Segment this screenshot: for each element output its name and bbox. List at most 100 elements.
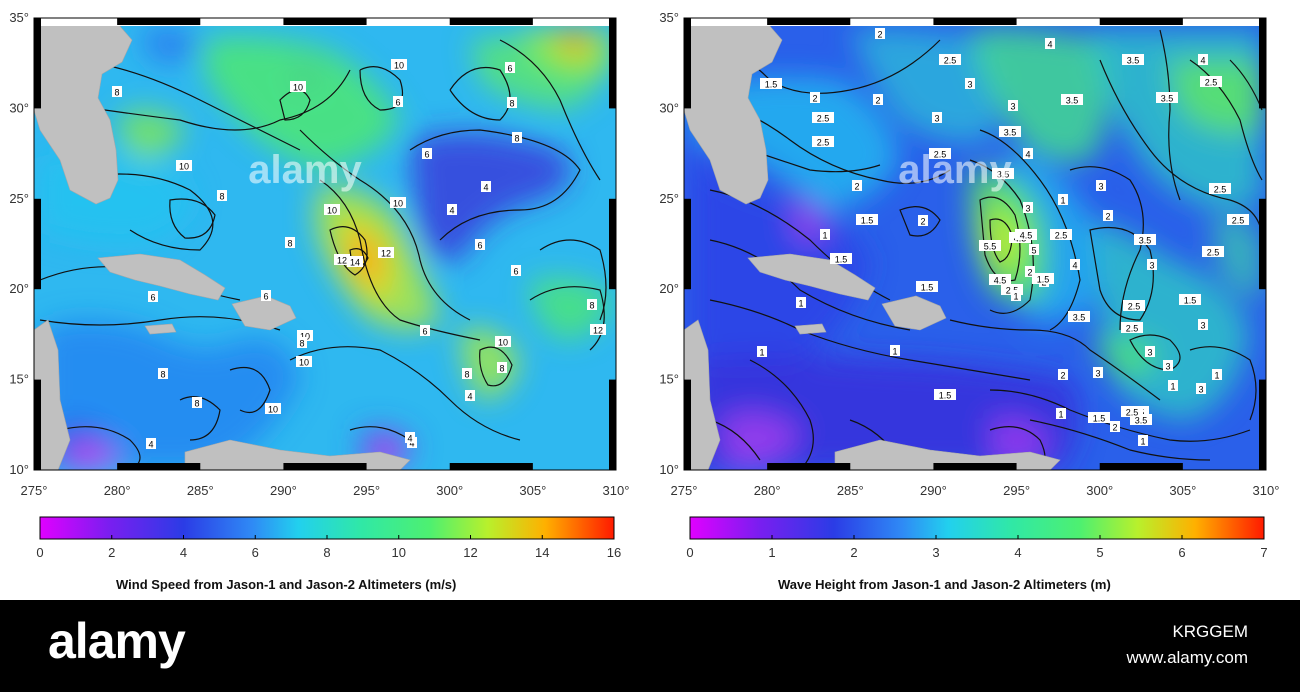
wave-contour-label-bg: [1093, 367, 1103, 378]
wave-contour-label: 3.5: [1161, 94, 1174, 104]
wave-contour-label-bg: [1200, 76, 1222, 87]
wind-contour-label-bg: [462, 368, 472, 379]
wind-contour-label: 12: [381, 249, 391, 259]
wind-contour-label: 6: [263, 292, 268, 302]
wave-contour-label: 3: [1165, 362, 1170, 372]
wave-contour-label-bg: [1202, 246, 1224, 257]
wind-colorbar-tick-label: 16: [607, 545, 621, 560]
wind-field-region: [40, 320, 300, 470]
wave-contour-label-bg: [1011, 290, 1021, 301]
wind-contour-label-bg: [495, 336, 511, 347]
wave-contour-label: 5.5: [984, 242, 997, 252]
wave-contour-label-bg: [979, 240, 1001, 251]
wave-contour-label-bg: [812, 136, 834, 147]
wave-contour-label-bg: [1130, 414, 1152, 425]
wave-contour-label: 4: [1072, 261, 1077, 271]
wind-contour-label: 10: [393, 199, 403, 209]
wave-contour-label: 1.5: [939, 391, 952, 401]
wave-field-region: [970, 28, 1108, 163]
wind-field-region: [68, 442, 120, 470]
wave-contour-label: 3: [1010, 102, 1015, 112]
wave-contour-label: 3.5: [1135, 416, 1148, 426]
wave-contour-line: [949, 319, 1161, 401]
wave-frame-bar-bottom: [767, 463, 851, 470]
wind-contour-label-bg: [296, 356, 312, 367]
wind-contour-line: [169, 198, 216, 239]
wave-contour-line: [1069, 166, 1144, 331]
wave-contour-label-bg: [1001, 284, 1023, 295]
wind-contour-label-bg: [481, 181, 491, 192]
wave-frame-bar-top: [933, 18, 1017, 25]
wave-contour-label-bg: [1025, 266, 1035, 277]
wave-contour-label: 2: [854, 182, 859, 192]
wave-landmass: [684, 319, 721, 470]
wave-colorbar-tick-label: 3: [932, 545, 939, 560]
wave-contour-label-bg: [1096, 180, 1106, 191]
wind-frame-bar-top: [449, 18, 533, 25]
wind-watermark: alamy: [248, 148, 362, 192]
wave-contour-label-bg: [1209, 183, 1231, 194]
wind-contour-label-bg: [290, 81, 306, 92]
wave-contour-label: 2.5: [1055, 231, 1068, 241]
wind-contour-label: 10: [268, 405, 278, 415]
wave-colorbar-tick-label: 5: [1096, 545, 1103, 560]
wave-watermark: alamy: [898, 148, 1012, 192]
wave-contour-label-bg: [760, 78, 782, 89]
wind-contour-label: 10: [327, 206, 337, 216]
wind-contour-label-bg: [285, 237, 295, 248]
wave-contour-label-bg: [820, 229, 830, 240]
wave-colorbar-tick-label: 7: [1260, 545, 1267, 560]
wind-frame-bar-right: [609, 379, 616, 470]
wave-contour-label-bg: [1032, 273, 1054, 284]
wave-contour-label: 3.5: [1139, 236, 1152, 246]
wind-contour-label-bg: [148, 291, 158, 302]
wind-contour-label-bg: [297, 330, 313, 341]
wave-colorbar-tick-label: 4: [1014, 545, 1021, 560]
wave-y-tick-label: 30°: [659, 100, 679, 115]
wind-contour-label-bg: [176, 160, 192, 171]
wave-contour-line: [749, 149, 881, 173]
wind-contour-label-bg: [590, 324, 606, 335]
wave-field-region: [1090, 336, 1160, 380]
wave-contour-label-bg: [1198, 54, 1208, 65]
wind-contour-label-bg: [393, 96, 403, 107]
wave-contour-label: 3: [934, 114, 939, 124]
wave-contour-label: 2.5: [817, 138, 830, 148]
wind-contour-label-bg: [587, 299, 597, 310]
wind-contour-label-bg: [420, 325, 430, 336]
wind-contour-label: 8: [499, 364, 504, 374]
wave-contour-label: 4.5: [994, 276, 1007, 286]
wind-contour-label-bg: [447, 204, 457, 215]
wave-contour-label: 1.5: [1184, 296, 1197, 306]
wind-colorbar-tick-label: 14: [535, 545, 549, 560]
wind-map-field: [34, 26, 616, 470]
wave-contour-label: 3: [1198, 385, 1203, 395]
wave-contour-label-bg: [992, 168, 1014, 179]
wave-contour-label: 1: [759, 348, 764, 358]
wave-contour-label: 2.5: [1207, 248, 1220, 258]
wind-frame-bar-right: [609, 18, 616, 109]
wave-contour-line: [749, 359, 814, 470]
wave-contour-label: 3: [1095, 369, 1100, 379]
wind-contour-label-bg: [390, 197, 406, 208]
wind-y-tick-label: 35°: [9, 10, 29, 25]
wave-contour-line: [979, 196, 1021, 282]
wave-contour-label: 2: [1105, 212, 1110, 222]
wave-contour-label-bg: [1196, 383, 1206, 394]
wave-colorbar-tick-label: 6: [1178, 545, 1185, 560]
wave-frame-bar-left: [684, 198, 691, 290]
wave-contour-label-bg: [1058, 194, 1068, 205]
wave-contour-label-bg: [1145, 346, 1155, 357]
wave-contour-label: 1: [1214, 371, 1219, 381]
wave-contour-label-bg: [1015, 229, 1037, 240]
wave-contour-label-bg: [1122, 54, 1144, 65]
wave-contour-label-bg: [1029, 244, 1039, 255]
wave-contour-label-bg: [1123, 300, 1145, 311]
wind-frame-bar-left: [34, 18, 41, 109]
wave-contour-label: 1: [892, 347, 897, 357]
wind-colorbar-tick-label: 12: [463, 545, 477, 560]
wave-contour-label-bg: [1121, 322, 1143, 333]
wind-contour-label-bg: [324, 204, 340, 215]
wave-contour-label: 4: [1200, 56, 1205, 66]
wind-landmass: [144, 323, 177, 335]
